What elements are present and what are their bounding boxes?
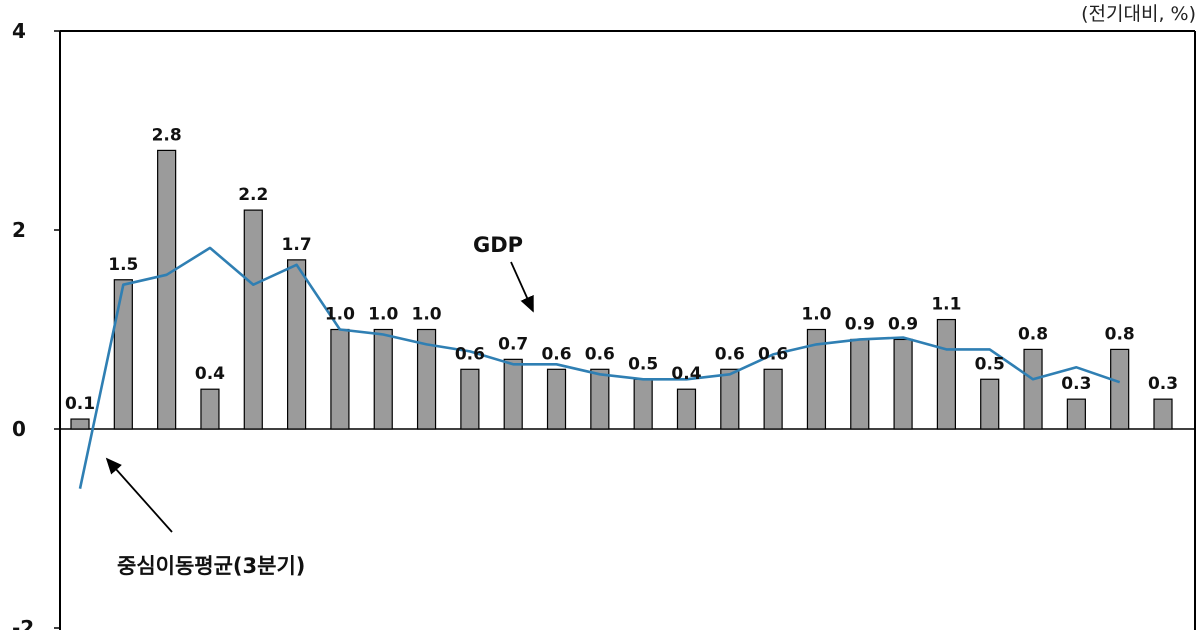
y-tick-label: 2 [12, 218, 26, 242]
gdp-bar [936, 318, 957, 430]
bar-value-labels: 0.1 1.5 2.8 0.4 2.2 1.7 1.0 1.0 1.0 0.6 0.7 0.6 0.6 0… [65, 125, 1178, 414]
gdp-annotation-label: GDP [473, 233, 523, 257]
bar-value-label: 0.3 [1061, 374, 1091, 394]
bar-value-label: 0.9 [845, 314, 875, 334]
bar-value-label: 2.2 [238, 185, 268, 205]
bar-value-label: 0.4 [671, 364, 701, 384]
bar-value-label: 1.0 [368, 305, 398, 325]
gdp-bar [763, 368, 783, 430]
bar-value-label: 0.3 [1148, 374, 1178, 394]
bar-value-label: 0.9 [888, 314, 918, 334]
annotations: GDP 중심이동평균(3분기) [105, 233, 534, 578]
gdp-bar [546, 368, 567, 430]
gdp-bar [416, 328, 437, 430]
gdp-bar [200, 388, 220, 430]
bar-value-label: 0.6 [541, 344, 571, 364]
bar-value-label: 0.6 [585, 344, 615, 364]
bar-value-label: 2.8 [152, 125, 182, 145]
y-tick-label: -2 [12, 616, 34, 630]
bar-value-label: 0.4 [195, 364, 225, 384]
y-tick-label: 4 [12, 19, 26, 43]
gdp-annotation-arrow [510, 261, 534, 313]
bar-value-label: 0.1 [65, 394, 95, 414]
bar-value-label: 0.6 [715, 344, 745, 364]
moving-average-line [78, 246, 1121, 489]
bar-value-label: 0.6 [455, 344, 485, 364]
gdp-bar [893, 338, 913, 430]
gdp-bar [287, 259, 307, 430]
gdp-bar [157, 149, 177, 430]
bar-value-label: 0.6 [758, 344, 788, 364]
gdp-bar [806, 328, 827, 430]
gdp-bar [1110, 348, 1130, 430]
moving-average-annotation-arrow [105, 457, 173, 533]
gdp-bar [1066, 398, 1086, 430]
y-axis-tick-labels: 4 2 0 -2 [12, 19, 34, 634]
gdp-bar [676, 388, 697, 430]
gdp-bar [460, 368, 480, 430]
gdp-bar [1023, 348, 1043, 430]
moving-average-annotation-label: 중심이동평균(3분기) [117, 554, 305, 578]
gdp-bar [373, 328, 393, 430]
moving-average-layer [78, 246, 1121, 489]
unit-label: (전기대비, %) [1081, 3, 1196, 25]
gdp-bar [633, 378, 653, 430]
gdp-bar [503, 358, 523, 430]
bar-value-label: 1.0 [411, 305, 441, 325]
gdp-bar [243, 209, 263, 430]
gdp-bar [1153, 398, 1173, 430]
gdp-bar [980, 378, 1000, 430]
bars-layer [70, 149, 1173, 430]
bar-value-label: 1.0 [325, 305, 355, 325]
bar-value-label: 1.5 [108, 255, 138, 275]
gdp-bar [113, 279, 133, 430]
bar-value-label: 0.5 [975, 354, 1005, 374]
bar-value-label: 0.8 [1105, 324, 1135, 344]
bar-value-label: 0.5 [628, 354, 658, 374]
gdp-bar [70, 418, 90, 430]
bar-value-label: 1.1 [931, 295, 961, 315]
bar-value-label: 0.7 [498, 334, 528, 354]
gdp-bar [850, 338, 870, 430]
bar-value-label: 1.7 [282, 235, 312, 255]
y-tick-label: 0 [12, 417, 26, 441]
gdp-bar [330, 328, 350, 430]
bar-value-label: 1.0 [801, 305, 831, 325]
gdp-bar [720, 368, 740, 430]
gdp-bar [590, 368, 610, 430]
bar-value-label: 0.8 [1018, 324, 1048, 344]
